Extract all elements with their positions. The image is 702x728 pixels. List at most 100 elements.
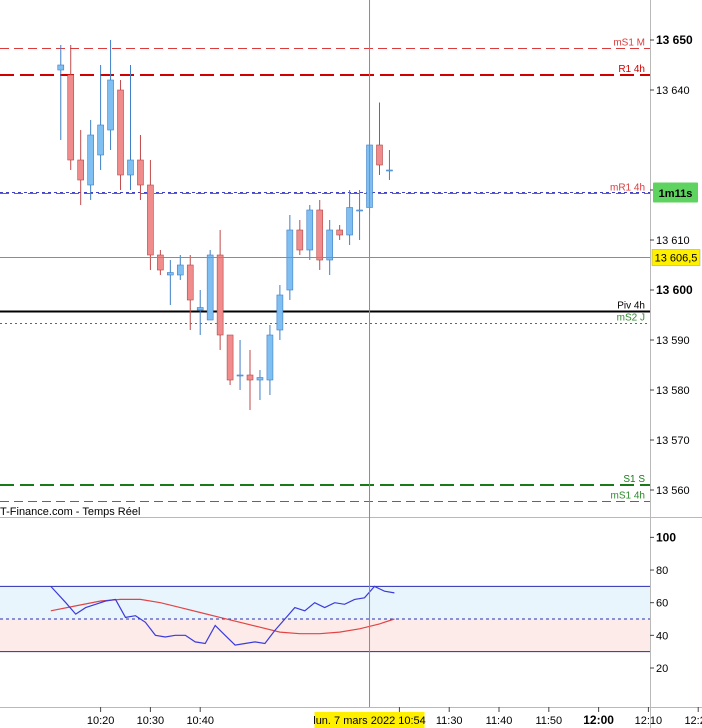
price-tick-3: 13 610 xyxy=(656,235,690,247)
candle-body xyxy=(256,377,264,381)
candle-body xyxy=(137,159,144,186)
level-label-2: mR1 4h xyxy=(610,183,645,194)
candle-4[interactable] xyxy=(97,65,104,170)
candle-body xyxy=(336,229,343,236)
candle-14[interactable] xyxy=(196,290,204,335)
candle-19[interactable] xyxy=(246,350,254,410)
candle-2[interactable] xyxy=(77,130,84,205)
candle-15[interactable] xyxy=(206,250,214,321)
candle-5[interactable] xyxy=(107,40,114,150)
crosshair xyxy=(0,0,650,707)
data-source-label: T-Finance.com - Temps Réel xyxy=(0,506,140,518)
indicator-tick-1: 80 xyxy=(656,565,668,577)
candle-0[interactable] xyxy=(57,45,65,140)
candle-3[interactable] xyxy=(87,120,94,200)
candle-32[interactable] xyxy=(376,102,383,176)
candle-body xyxy=(77,159,84,181)
indicator-lines xyxy=(50,585,395,646)
candle-body xyxy=(376,144,383,166)
candles[interactable] xyxy=(57,40,393,410)
candle-body xyxy=(147,184,154,256)
candle-18[interactable] xyxy=(236,340,244,390)
candle-24[interactable] xyxy=(296,220,304,255)
candle-body xyxy=(326,229,333,261)
price-tick-8: 13 560 xyxy=(656,485,690,497)
candle-12[interactable] xyxy=(176,255,184,280)
candle-8[interactable] xyxy=(137,135,144,200)
time-tick-1: 10:30 xyxy=(137,715,165,727)
candle-body xyxy=(276,294,284,331)
candle-28[interactable] xyxy=(336,225,343,240)
candle-10[interactable] xyxy=(157,250,164,275)
candle-body xyxy=(97,124,104,156)
time-tick-7: 12:00 xyxy=(583,713,614,727)
time-tick-6: 11:50 xyxy=(535,715,562,727)
candle-33[interactable] xyxy=(386,150,393,180)
level-label-5: S1 S xyxy=(623,474,645,485)
time-tick-0: 10:20 xyxy=(87,715,115,727)
candle-body xyxy=(216,254,224,336)
candle-7[interactable] xyxy=(127,65,134,190)
indicator-lower-zone xyxy=(0,619,650,652)
candle-body xyxy=(196,307,204,311)
crosshair-time-tag: lun. 7 mars 2022 10:54 xyxy=(313,712,426,728)
candle-20[interactable] xyxy=(256,370,264,400)
candle-29[interactable] xyxy=(346,190,353,245)
price-tick-0: 13 650 xyxy=(656,33,693,47)
candle-body xyxy=(87,134,94,186)
candle-body xyxy=(107,79,114,131)
time-tick-9: 12:20 xyxy=(684,715,702,727)
level-label-1: R1 4h xyxy=(618,64,645,75)
indicator-tick-3: 40 xyxy=(656,630,668,642)
candle-25[interactable] xyxy=(306,205,314,260)
candle-6[interactable] xyxy=(117,80,124,190)
candle-body xyxy=(206,254,214,321)
candle-body xyxy=(316,209,324,261)
candle-body xyxy=(157,254,164,271)
candle-27[interactable] xyxy=(326,220,333,275)
candle-body xyxy=(226,334,234,381)
candle-body xyxy=(306,209,314,251)
candle-16[interactable] xyxy=(216,230,224,350)
level-label-4: mS2 J xyxy=(617,313,645,324)
crosshair-price-label: 13 606,5 xyxy=(655,253,698,265)
candle-9[interactable] xyxy=(147,160,154,270)
time-tick-4: 11:30 xyxy=(436,715,463,727)
level-label-0: mS1 M xyxy=(613,38,645,49)
crosshair-time-label: lun. 7 mars 2022 10:54 xyxy=(313,715,426,727)
crosshair-time-tag-bg xyxy=(314,712,425,728)
crosshair-price-tag-bg xyxy=(651,249,701,266)
candle-body xyxy=(286,229,294,291)
candle-body xyxy=(266,334,274,381)
indicator-blue-line xyxy=(50,585,395,646)
price-tick-7: 13 570 xyxy=(656,435,690,447)
candle-body xyxy=(167,272,174,276)
candle-26[interactable] xyxy=(316,200,324,270)
candle-body xyxy=(127,159,134,176)
indicator-upper-zone xyxy=(0,586,650,620)
candle-21[interactable] xyxy=(266,325,274,395)
price-tick-5: 13 590 xyxy=(656,335,690,347)
candle-13[interactable] xyxy=(186,255,194,330)
candle-body xyxy=(186,264,194,301)
level-label-3: Piv 4h xyxy=(617,301,645,312)
indicator-red-line xyxy=(50,598,395,635)
candle-22[interactable] xyxy=(276,285,284,340)
candle-30[interactable] xyxy=(356,190,363,240)
price-tick-1: 13 640 xyxy=(656,85,690,97)
candle-11[interactable] xyxy=(167,260,174,305)
level-label-6: mS1 4h xyxy=(611,491,645,502)
candle-17[interactable] xyxy=(226,334,234,385)
candle-body xyxy=(356,209,363,212)
candle-body xyxy=(346,207,353,236)
candle-body xyxy=(67,74,75,161)
candle-body xyxy=(386,169,393,172)
candle-body xyxy=(296,229,304,251)
candle-1[interactable] xyxy=(67,45,75,170)
time-tick-8: 12:10 xyxy=(635,715,663,727)
